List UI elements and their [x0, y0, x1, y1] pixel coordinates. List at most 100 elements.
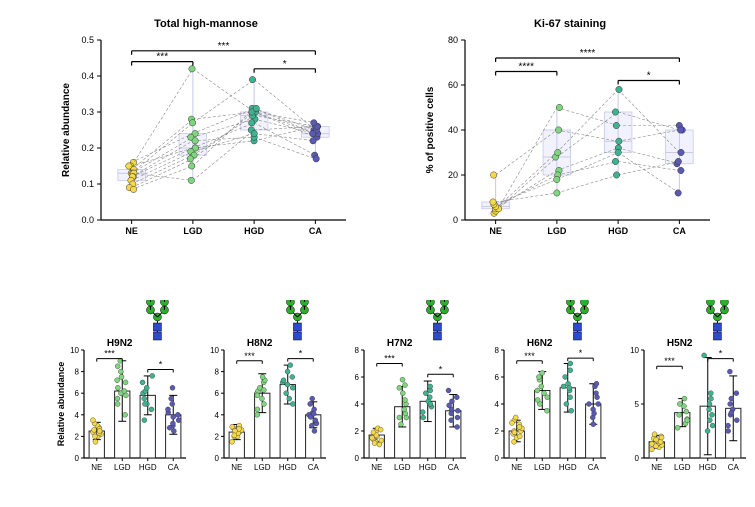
data-point [371, 430, 376, 435]
data-point [189, 120, 195, 126]
data-point [678, 149, 684, 155]
data-point [287, 396, 292, 401]
data-point [170, 385, 175, 390]
data-point [123, 380, 128, 385]
data-point [455, 424, 460, 429]
data-point [569, 408, 574, 413]
data-point [189, 163, 195, 169]
y-tick: 8 [355, 346, 360, 355]
data-point [402, 383, 407, 388]
x-tick: HGD [699, 463, 717, 472]
connected-scatter: (A)Total high-mannose0.00.10.20.30.40.5R… [56, 15, 356, 245]
data-point [249, 120, 255, 126]
data-point [123, 393, 128, 398]
data-point [290, 375, 295, 380]
y-tick: 80 [448, 35, 458, 45]
data-point [707, 407, 712, 412]
data-point [400, 377, 405, 382]
data-point [678, 167, 684, 173]
data-point [707, 418, 712, 423]
glycan-square [293, 332, 301, 340]
data-point [123, 412, 128, 417]
data-point [281, 378, 286, 383]
data-point [93, 439, 98, 444]
data-point [709, 412, 714, 417]
glycan-name: H7N2 [387, 338, 413, 349]
data-point [171, 429, 176, 434]
y-tick: 6 [355, 373, 360, 382]
data-point [675, 425, 680, 430]
data-point [288, 363, 293, 368]
significance-label: * [283, 59, 287, 70]
x-tick: HGD [419, 463, 437, 472]
y-tick: 0 [635, 454, 640, 463]
data-point [727, 369, 732, 374]
data-point [176, 418, 181, 423]
data-point [563, 375, 568, 380]
glycan-square [573, 332, 581, 340]
data-point [540, 370, 545, 375]
data-point [734, 418, 739, 423]
glycan-square [713, 332, 721, 340]
y-tick: 5 [635, 400, 640, 409]
y-tick: 2 [75, 432, 80, 441]
y-tick: 0 [355, 454, 360, 463]
bar-subplot: H6N202468NELGDHGDCA**** [476, 300, 610, 480]
data-point [230, 439, 235, 444]
data-point [249, 76, 255, 82]
y-tick: 60 [448, 80, 458, 90]
y-tick: 8 [215, 368, 220, 377]
data-point [115, 378, 120, 383]
data-point [149, 407, 154, 412]
y-tick: 0 [453, 215, 458, 225]
data-point [653, 444, 658, 449]
data-point [115, 364, 120, 369]
y-tick: 0.4 [81, 71, 94, 81]
x-tick: NE [489, 226, 502, 236]
data-point [261, 387, 266, 392]
data-point [539, 384, 544, 389]
x-tick: NE [91, 463, 102, 472]
data-point [555, 149, 561, 155]
data-point [685, 418, 690, 423]
data-point [192, 138, 198, 144]
connector-line [557, 175, 618, 193]
y-tick: 4 [215, 411, 220, 420]
connector-line [254, 137, 315, 159]
y-tick: 2 [495, 427, 500, 436]
data-point [313, 418, 318, 423]
significance-label: * [647, 71, 651, 82]
data-point [613, 172, 619, 178]
data-point [397, 415, 402, 420]
significance-label: **** [518, 62, 534, 73]
data-point [423, 391, 428, 396]
data-point [261, 402, 266, 407]
glycan-circle [706, 300, 714, 306]
data-point [708, 396, 713, 401]
data-point [616, 86, 622, 92]
connector-line [193, 69, 254, 112]
x-tick: LGD [254, 463, 271, 472]
data-point [556, 104, 562, 110]
data-point [652, 432, 657, 437]
data-point [677, 127, 683, 133]
data-point [97, 429, 102, 434]
y-tick: 0 [75, 454, 80, 463]
data-point [594, 391, 599, 396]
y-tick: 10 [630, 346, 639, 355]
significance-label: *** [218, 41, 230, 52]
x-tick: LGD [547, 226, 566, 236]
glycan-circle [580, 300, 588, 306]
data-point [726, 423, 731, 428]
significance-label: **** [580, 48, 596, 59]
data-point [285, 369, 290, 374]
data-point [402, 407, 407, 412]
data-point [675, 158, 681, 164]
data-point [309, 423, 314, 428]
data-point [555, 127, 561, 133]
data-point [421, 415, 426, 420]
data-point [568, 368, 573, 373]
data-point [400, 391, 405, 396]
x-tick: CA [309, 226, 322, 236]
data-point [90, 418, 95, 423]
